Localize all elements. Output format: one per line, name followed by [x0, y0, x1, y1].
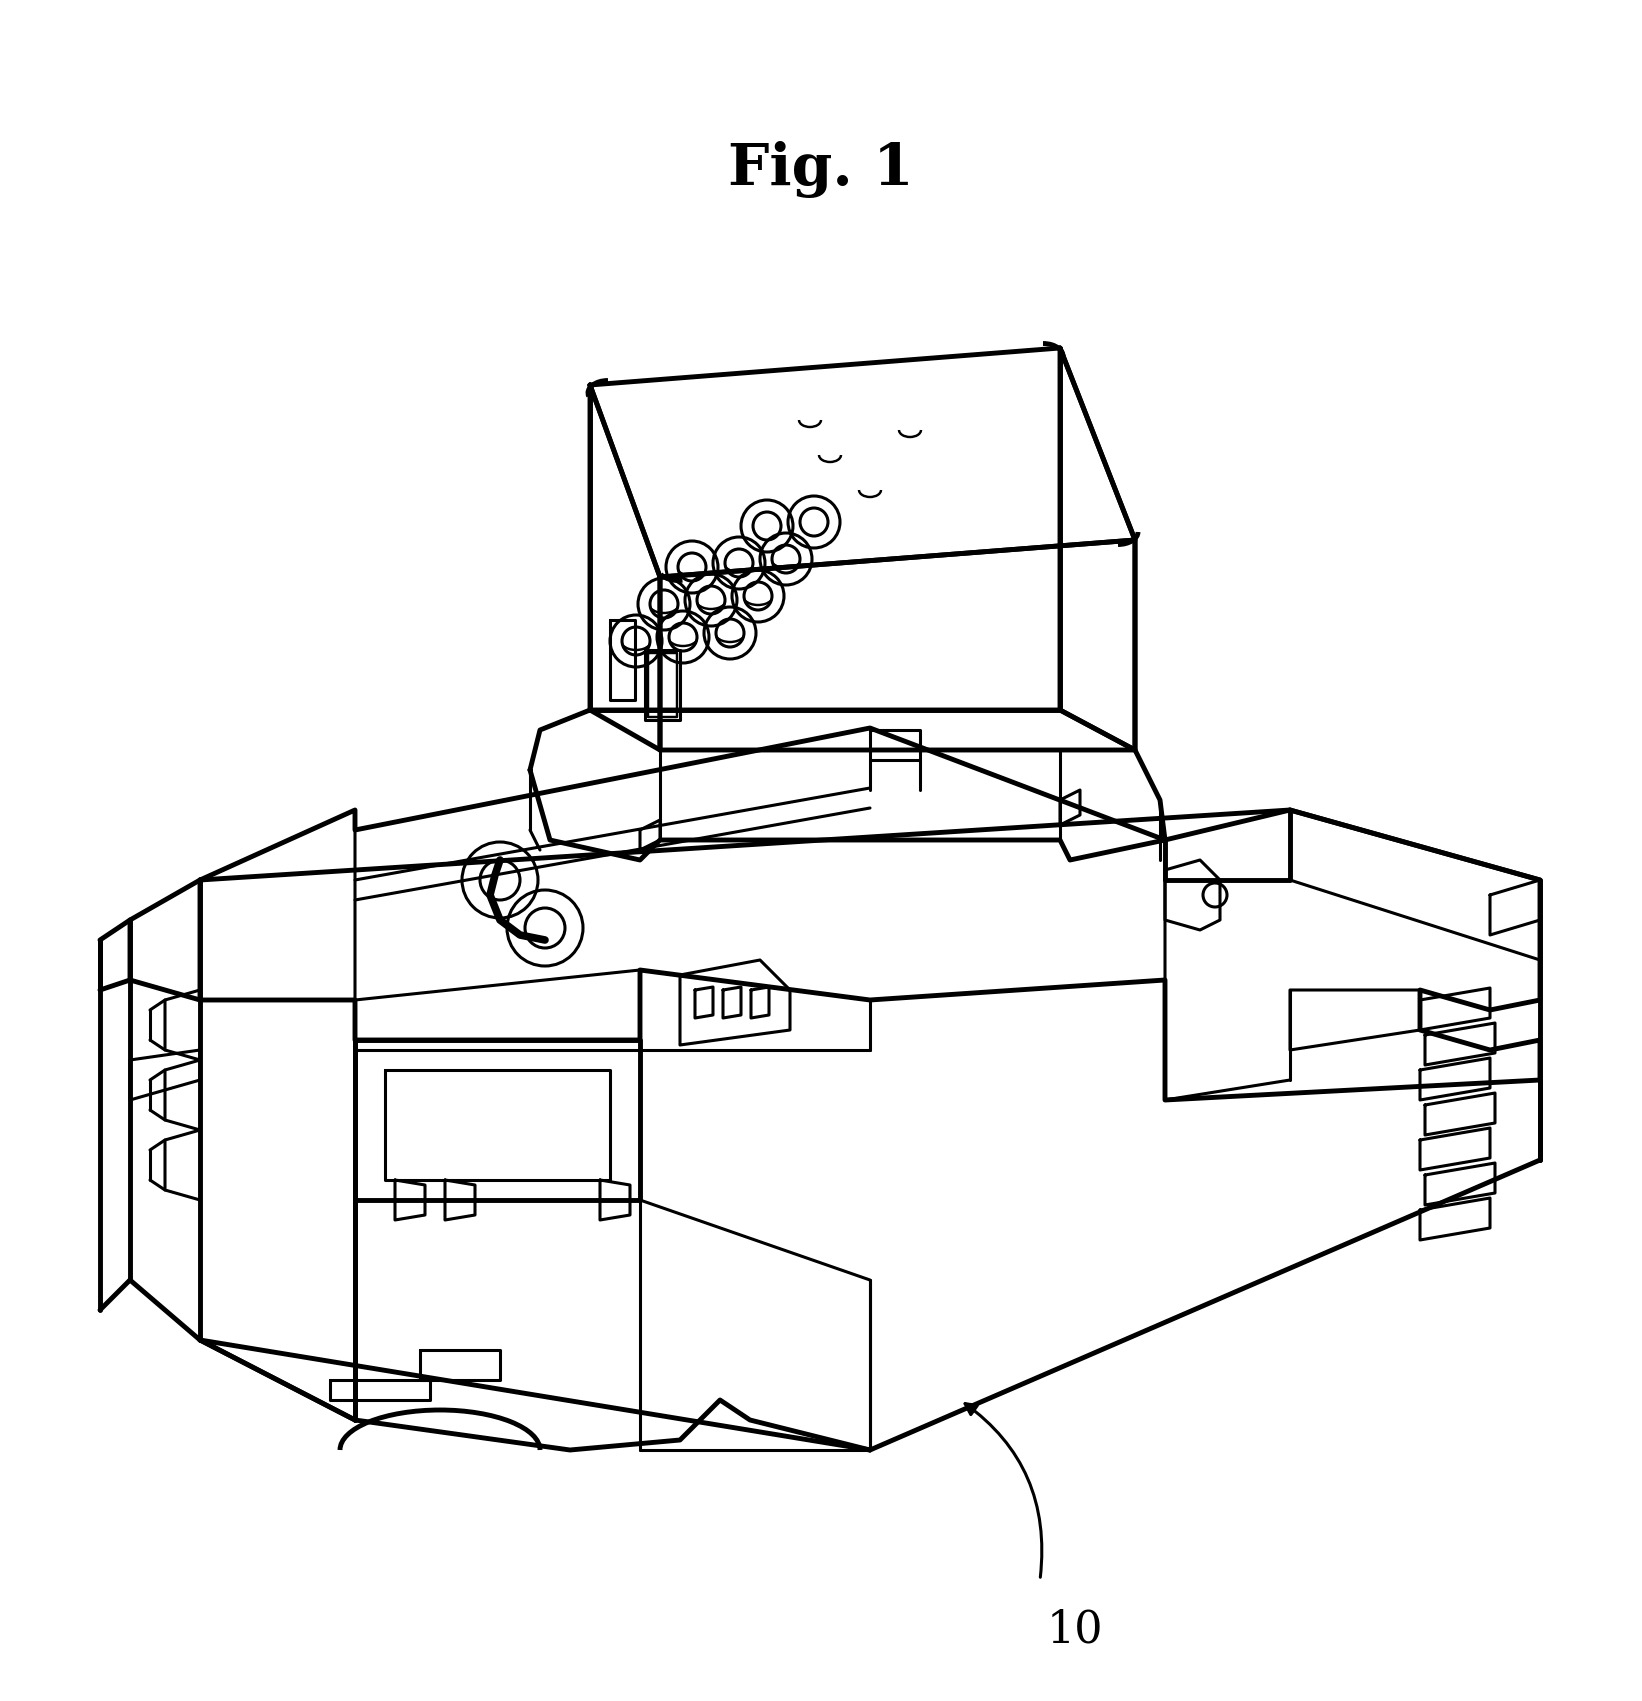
- Text: Fig. 1: Fig. 1: [727, 141, 915, 199]
- Text: 10: 10: [1046, 1609, 1103, 1652]
- FancyArrowPatch shape: [965, 1403, 1043, 1577]
